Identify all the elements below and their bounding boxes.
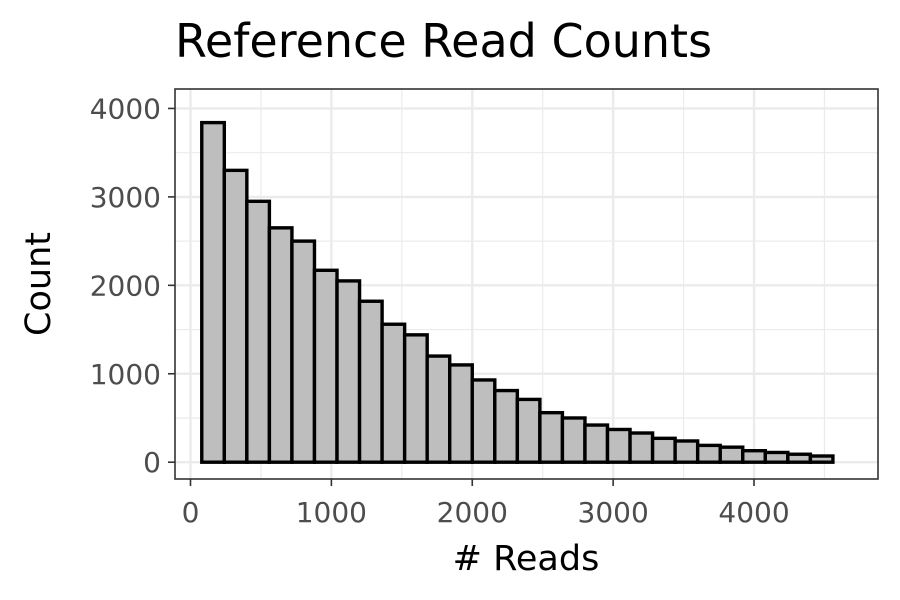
x-tick-label: 2000 (437, 496, 508, 529)
histogram-bar (470, 378, 497, 464)
x-tick-label: 3000 (578, 496, 649, 529)
y-tick-label: 1000 (90, 358, 161, 391)
histogram-bar (357, 299, 384, 464)
histogram-bar (290, 239, 317, 464)
histogram-bar (425, 354, 452, 464)
x-tick-label: 1000 (296, 496, 367, 529)
histogram-bar (808, 454, 835, 464)
y-tick-label: 2000 (90, 269, 161, 302)
histogram-bar (267, 226, 294, 464)
x-axis-title: # Reads (453, 539, 600, 579)
histogram-bar (200, 120, 227, 464)
x-tick-label: 4000 (718, 496, 789, 529)
histogram-bar (222, 168, 249, 464)
histogram-bar (515, 397, 542, 464)
y-tick-label: 0 (143, 446, 161, 479)
histogram-bar (786, 452, 813, 464)
histogram-bar (695, 443, 722, 464)
y-tick-label: 4000 (90, 92, 161, 125)
y-axis-title: Count (19, 232, 59, 336)
x-tick-label: 0 (182, 496, 200, 529)
histogram-bar (493, 388, 520, 464)
histogram-bar (650, 436, 677, 464)
histogram-bar (718, 445, 745, 464)
histogram-bar (763, 450, 790, 464)
histogram-bar (560, 416, 587, 464)
axes: 0 1000 2000 3000 4000 0 1000 2000 3000 4000 (90, 92, 790, 529)
histogram-bar (605, 427, 632, 464)
y-tick-label: 3000 (90, 181, 161, 214)
histogram-bar (673, 439, 700, 464)
chart-title: Reference Read Counts (175, 14, 712, 68)
histogram-bar (245, 199, 272, 464)
histogram-bar (628, 431, 655, 464)
histogram-bar (380, 322, 407, 464)
panel-border (174, 88, 879, 480)
histogram-bar (448, 363, 474, 464)
histogram-bar (538, 410, 565, 464)
histogram-bars (200, 120, 835, 464)
histogram-bar (583, 423, 610, 464)
histogram-bar (402, 333, 429, 464)
histogram-bar (741, 449, 767, 464)
histogram-bar (312, 268, 339, 464)
histogram-bar (335, 279, 362, 464)
